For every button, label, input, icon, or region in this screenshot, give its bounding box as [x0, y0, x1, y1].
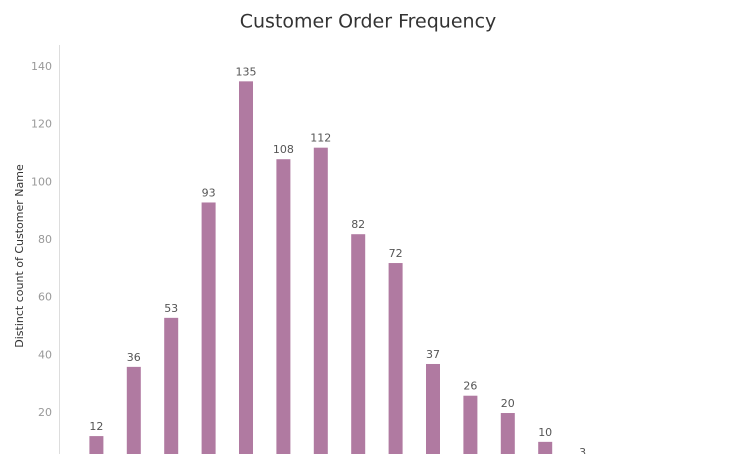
- value-label: 3: [579, 446, 586, 454]
- bar: [500, 413, 515, 454]
- bar: [426, 363, 440, 454]
- value-label: 10: [538, 426, 552, 439]
- value-label: 36: [127, 351, 141, 364]
- value-label: 72: [389, 247, 403, 260]
- y-tick-label: 120: [31, 118, 52, 131]
- y-axis-title: Distinct count of Customer Name: [13, 164, 26, 348]
- value-label: 112: [310, 132, 331, 145]
- bar: [239, 81, 253, 454]
- bar: [164, 317, 179, 454]
- y-tick-label: 140: [31, 60, 52, 73]
- y-tick-label: 80: [38, 233, 52, 246]
- value-label: 53: [164, 302, 178, 315]
- y-tick-label: 60: [38, 291, 52, 304]
- bar: [89, 436, 104, 454]
- bar: [201, 202, 216, 454]
- bar: [463, 395, 478, 454]
- value-label: 135: [236, 65, 257, 78]
- bar: [351, 234, 366, 454]
- value-label: 20: [501, 397, 515, 410]
- chart-title: Customer Order Frequency: [240, 11, 497, 33]
- y-tick-label: 20: [38, 406, 52, 419]
- value-label: 26: [463, 380, 477, 393]
- bar: [388, 263, 403, 454]
- bar: [538, 441, 553, 454]
- bar: [313, 147, 328, 454]
- value-label: 93: [202, 186, 216, 199]
- value-label: 37: [426, 348, 440, 361]
- bar: [126, 366, 141, 454]
- bar: [276, 159, 291, 454]
- value-label: 82: [351, 218, 365, 231]
- y-tick-label: 100: [31, 175, 52, 188]
- y-tick-label: 40: [38, 348, 52, 361]
- value-label: 12: [89, 420, 103, 433]
- value-label: 108: [273, 143, 294, 156]
